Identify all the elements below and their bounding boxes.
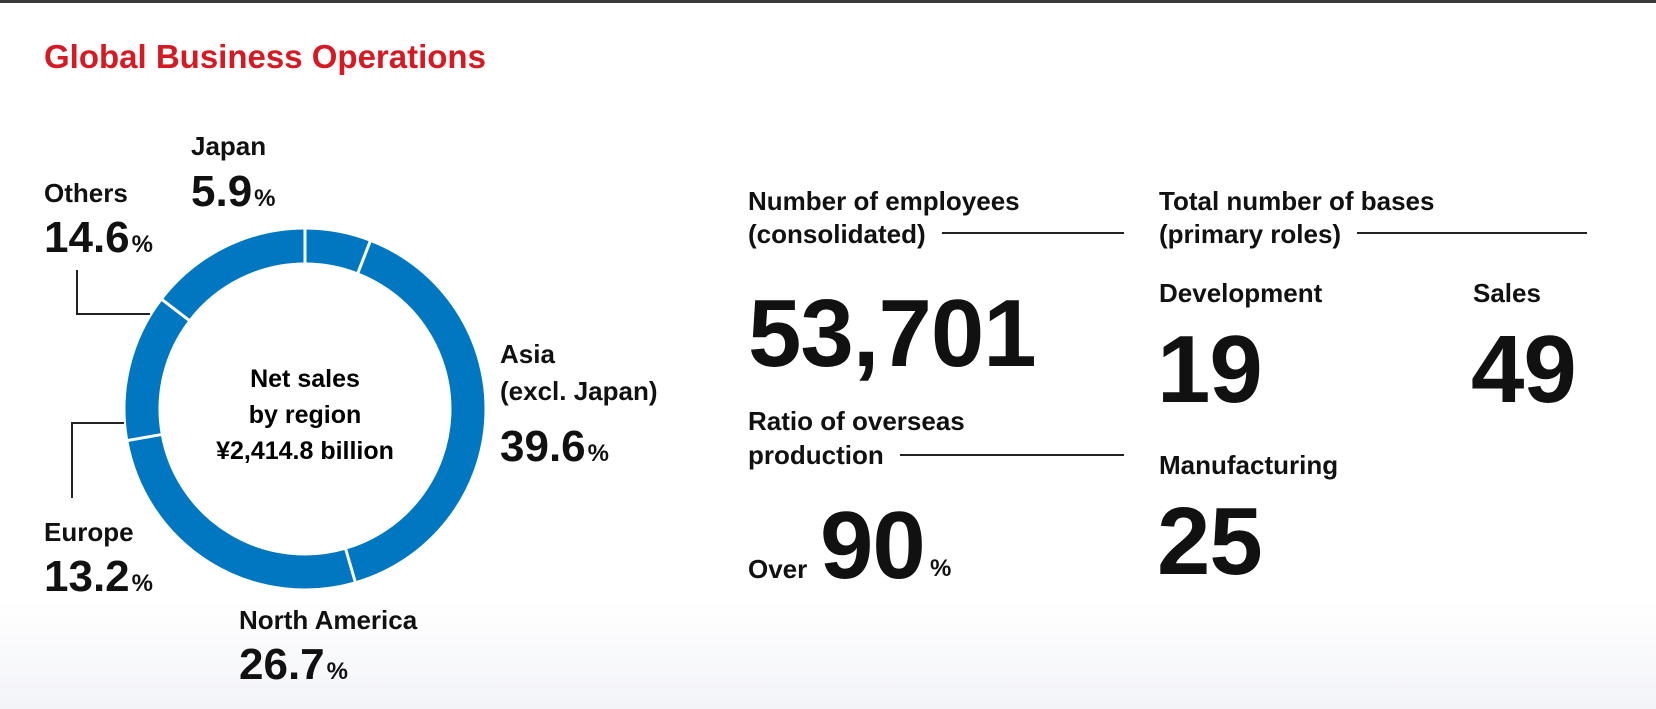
employees-label-line2: (consolidated)	[748, 219, 926, 249]
overseas-unit: %	[930, 555, 952, 582]
page-title: Global Business Operations	[44, 38, 486, 75]
center-label-line1: Net sales	[250, 365, 360, 393]
sales-label: Sales	[1473, 278, 1541, 308]
label-north-america: North America	[239, 605, 418, 635]
donut-slice-north-america	[128, 434, 356, 589]
value-europe: 13.2%	[44, 552, 153, 601]
donut-separator	[159, 297, 192, 323]
development-label: Development	[1159, 278, 1323, 308]
label-japan: Japan	[191, 131, 267, 161]
employees-value: 53,701	[748, 280, 1037, 387]
donut-slice-europe	[125, 299, 189, 441]
employees-label-line1: Number of employees	[748, 186, 1020, 216]
value-asia: 39.6%	[500, 422, 609, 471]
value-north-america: 26.7%	[239, 640, 348, 689]
donut-separator	[343, 547, 358, 584]
center-label-line2: by region	[249, 401, 362, 429]
bases-label-line2: (primary roles)	[1159, 219, 1342, 249]
overseas-label-line2: production	[748, 440, 884, 470]
label-europe: Europe	[44, 517, 134, 547]
donut-separator	[355, 239, 373, 275]
label-others: Others	[44, 178, 128, 208]
donut-slice-japan	[304, 229, 371, 273]
manufacturing-value: 25	[1157, 488, 1263, 595]
overseas-prefix: Over	[748, 554, 808, 584]
manufacturing-label: Manufacturing	[1159, 450, 1339, 480]
development-value: 19	[1157, 316, 1263, 423]
label-asia-line1: Asia	[500, 339, 555, 369]
center-label-line3: ¥2,414.8 billion	[216, 437, 394, 465]
donut-slice-others	[162, 229, 306, 321]
donut-slice-asia-excl-japan	[345, 241, 485, 582]
overseas-value: 90	[820, 492, 926, 599]
leader-line-europe	[71, 422, 124, 498]
donut-separator	[126, 432, 163, 443]
value-others: 14.6%	[44, 213, 153, 262]
leader-line-others	[76, 270, 150, 315]
sales-value: 49	[1471, 316, 1577, 423]
overseas-label-line1: Ratio of overseas	[748, 406, 965, 436]
value-japan: 5.9%	[191, 167, 276, 216]
bases-label-line1: Total number of bases	[1159, 186, 1435, 216]
top-border	[0, 0, 1656, 3]
label-asia-line2: (excl. Japan)	[500, 376, 658, 406]
